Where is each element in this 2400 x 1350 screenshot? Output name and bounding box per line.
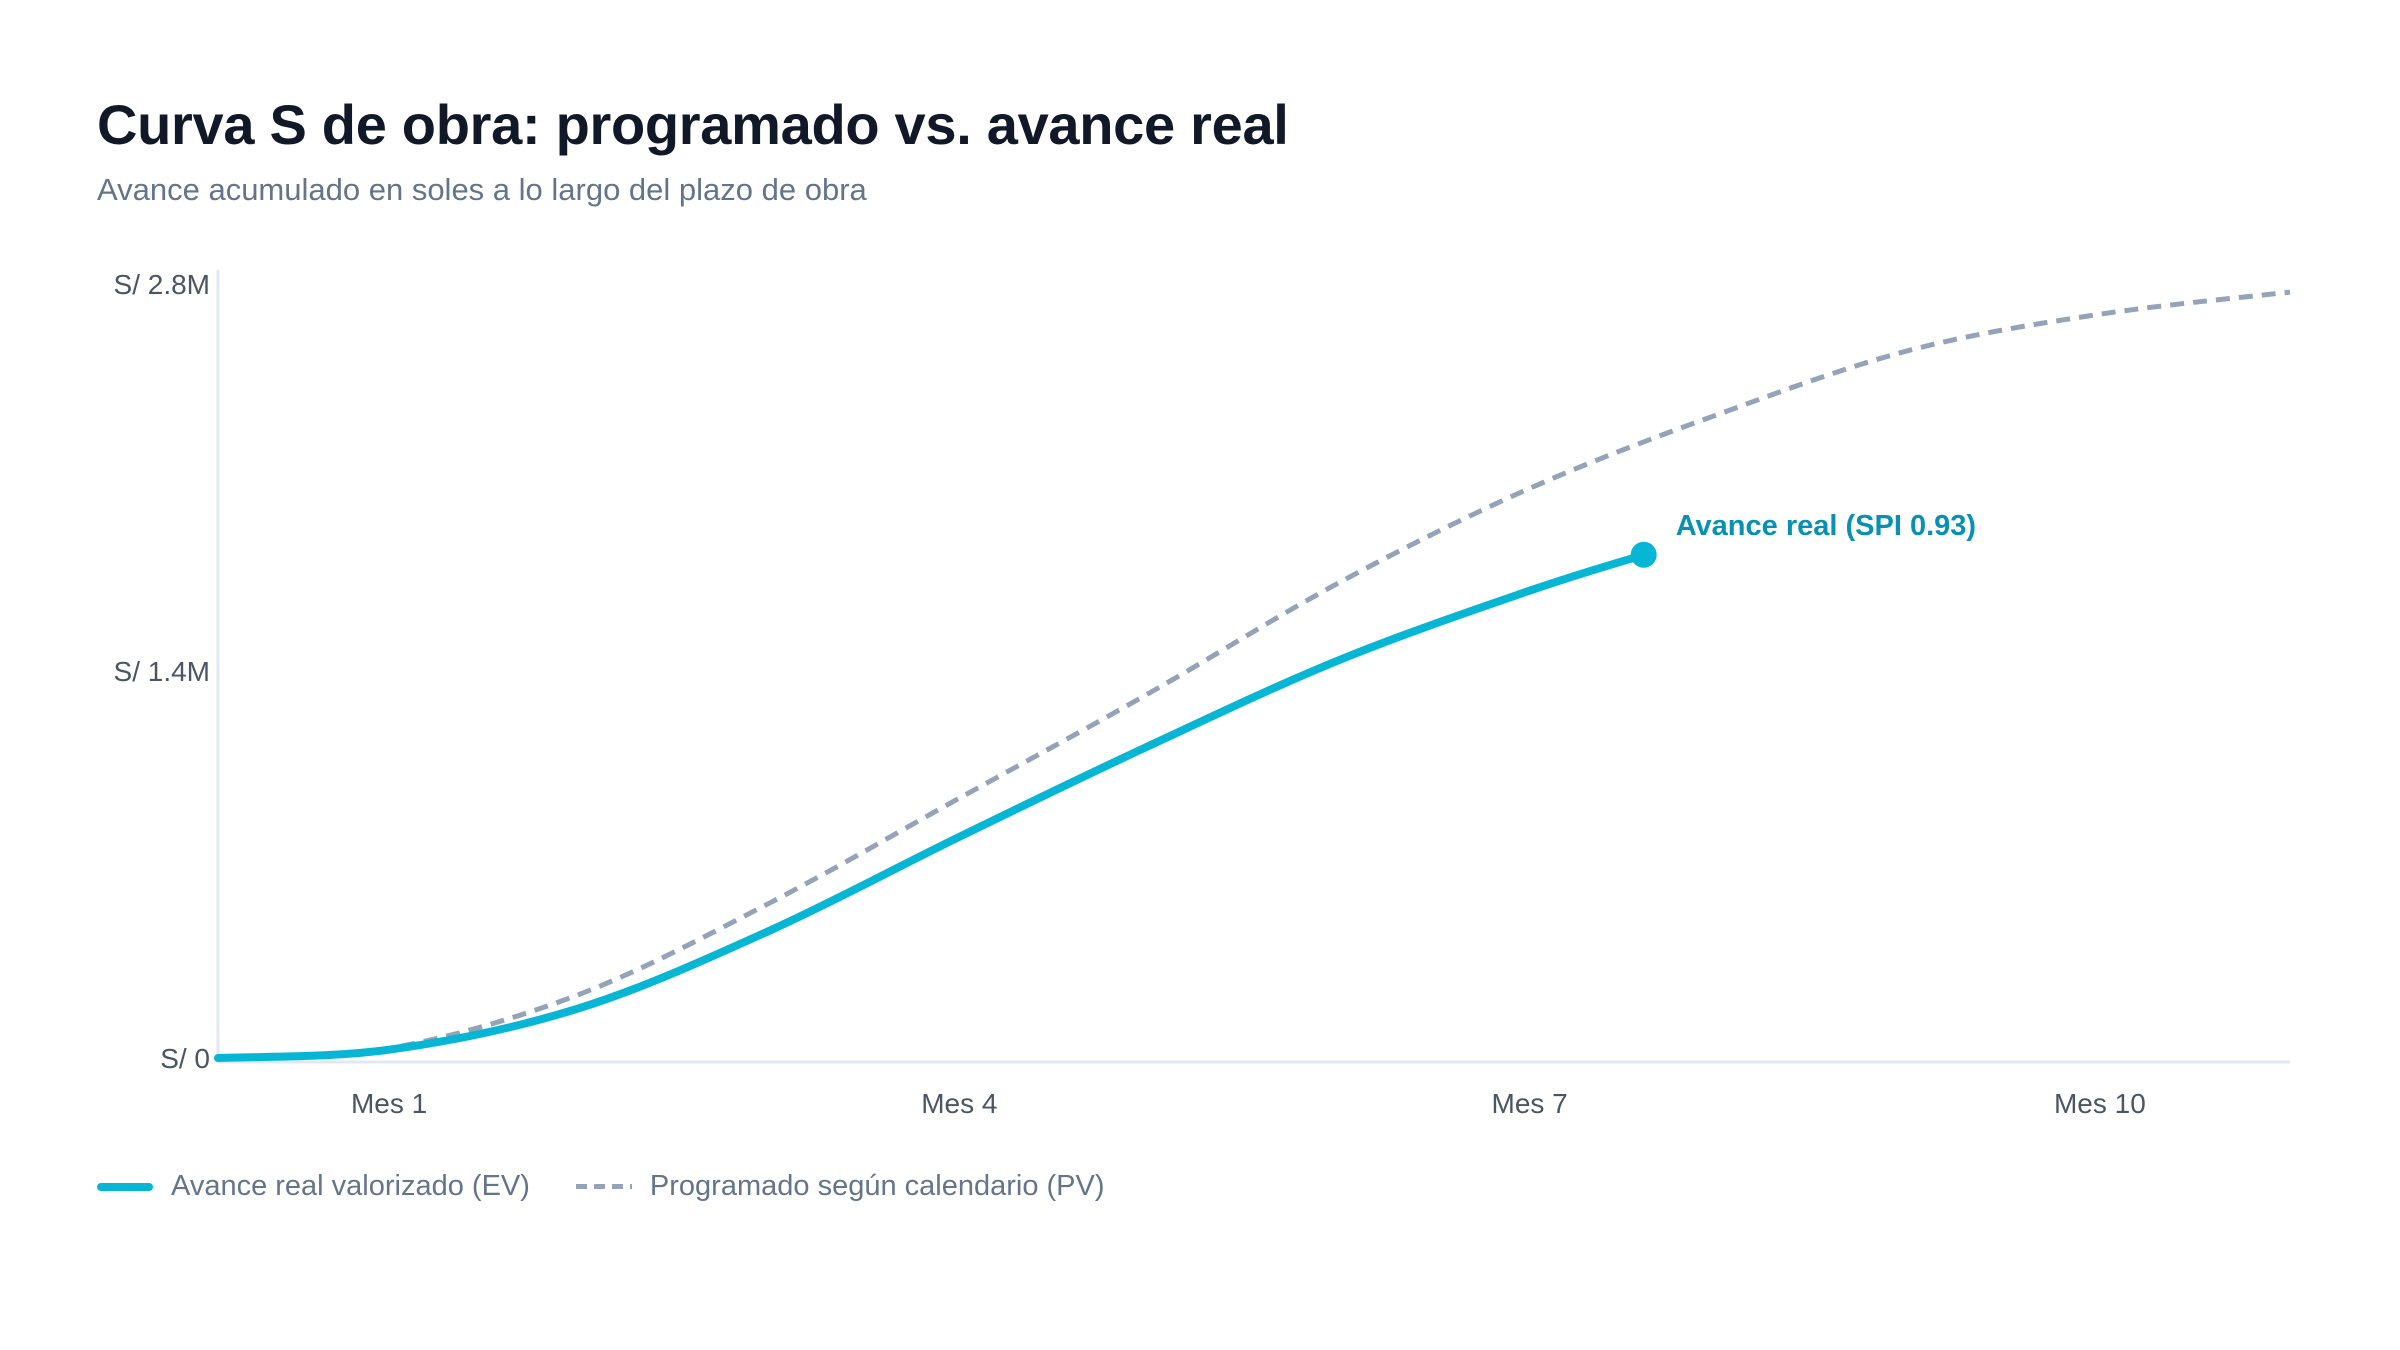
legend-swatch-ev bbox=[97, 1182, 153, 1191]
legend-item-pv[interactable]: Programado según calendario (PV) bbox=[575, 1170, 1105, 1203]
x-tick-label: Mes 4 bbox=[921, 1088, 997, 1119]
legend-label-pv: Programado según calendario (PV) bbox=[649, 1170, 1105, 1202]
series-line-ev bbox=[214, 550, 1648, 1062]
chart-legend: Avance real valorizado (EV) Programado s… bbox=[97, 1170, 1151, 1203]
legend-label-ev: Avance real valorizado (EV) bbox=[171, 1170, 530, 1202]
x-tick-label: Mes 7 bbox=[1492, 1088, 1568, 1119]
legend-item-ev[interactable]: Avance real valorizado (EV) bbox=[97, 1170, 530, 1203]
x-tick-label: Mes 10 bbox=[2054, 1088, 2146, 1119]
marks-layer: Avance real (SPI 0.93) bbox=[1630, 510, 1976, 568]
series-layer bbox=[214, 289, 2291, 1062]
series-line-pv bbox=[217, 289, 2291, 1061]
y-tick-label: S/ 0 bbox=[160, 1043, 210, 1074]
y-tick-label: S/ 1.4M bbox=[114, 656, 210, 687]
legend-swatch-pv bbox=[575, 1184, 632, 1189]
x-tick-label: Mes 1 bbox=[351, 1088, 427, 1119]
chart-title: Curva S de obra: programado vs. avance r… bbox=[97, 93, 1289, 156]
chart-axes: S/ 0 S/ 1.4M S/ 2.8M Mes 1 Mes 4 Mes 7 Mes 10 bbox=[114, 269, 2290, 1119]
chart-subtitle: Avance acumulado en soles a lo largo del… bbox=[97, 172, 867, 207]
ev-end-marker bbox=[1630, 541, 1657, 568]
y-tick-label: S/ 2.8M bbox=[114, 269, 210, 300]
annotation-label: Avance real (SPI 0.93) bbox=[1676, 510, 1976, 542]
